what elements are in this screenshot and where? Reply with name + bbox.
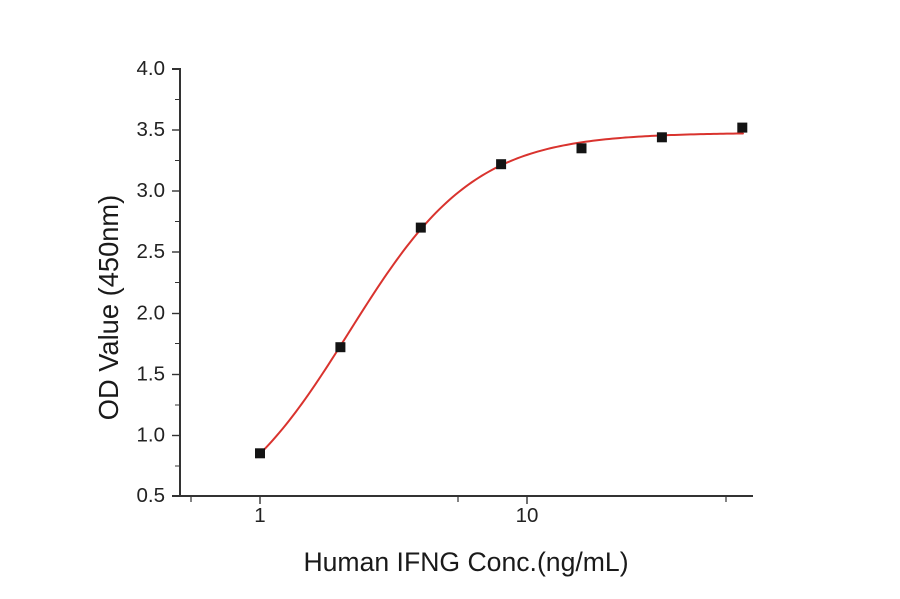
svg-text:1.5: 1.5 [137,363,166,386]
svg-text:1: 1 [254,504,265,527]
svg-text:10: 10 [516,504,539,527]
svg-text:OD Value (450nm): OD Value (450nm) [93,195,124,421]
svg-text:3.5: 3.5 [137,118,166,141]
svg-text:Human IFNG Conc.(ng/mL): Human IFNG Conc.(ng/mL) [303,547,628,577]
svg-text:3.0: 3.0 [137,179,166,202]
svg-text:1.0: 1.0 [137,424,166,447]
svg-text:2.0: 2.0 [137,302,166,325]
svg-text:4.0: 4.0 [137,57,166,80]
svg-text:0.5: 0.5 [137,484,166,507]
svg-text:2.5: 2.5 [137,240,166,263]
